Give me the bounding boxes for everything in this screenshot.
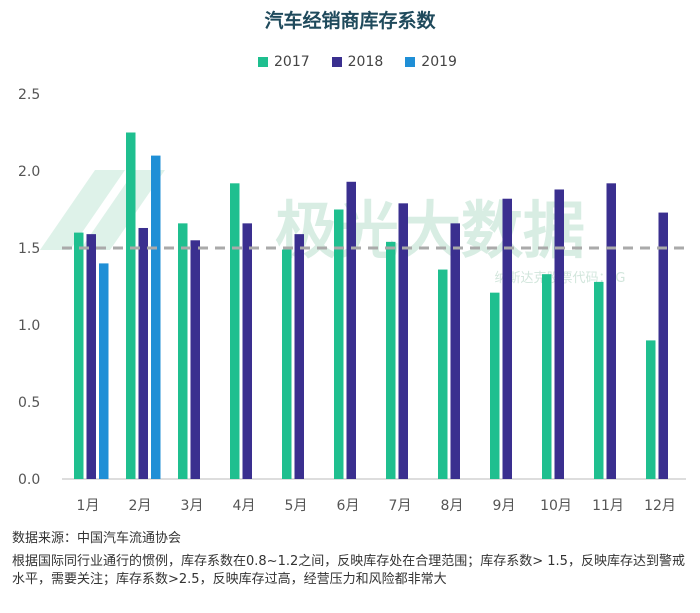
source-note: 数据来源：中国汽车流通协会 bbox=[12, 531, 182, 546]
bar-2018-6 bbox=[346, 181, 356, 479]
bar-2017-11 bbox=[594, 281, 604, 479]
x-tick-label: 1月 bbox=[77, 498, 100, 514]
x-tick-label: 11月 bbox=[592, 498, 624, 514]
bar-2017-9 bbox=[490, 292, 500, 479]
bar-2017-7 bbox=[386, 241, 396, 479]
bar-2019-2 bbox=[151, 155, 161, 479]
x-tick-label: 7月 bbox=[389, 498, 412, 514]
bar-2018-7 bbox=[398, 203, 408, 479]
y-tick-label: 2.5 bbox=[18, 87, 40, 103]
y-tick-label: 1.0 bbox=[18, 318, 40, 334]
bar-2018-8 bbox=[450, 223, 460, 479]
legend-swatch-2019 bbox=[405, 57, 416, 67]
x-tick-label: 9月 bbox=[493, 498, 516, 514]
y-tick-label: 1.5 bbox=[18, 241, 40, 257]
bar-2017-2 bbox=[126, 132, 136, 479]
x-tick-label: 5月 bbox=[285, 498, 308, 514]
x-tick-label: 6月 bbox=[337, 498, 360, 514]
bar-2018-1 bbox=[86, 234, 96, 479]
bar-2017-10 bbox=[542, 274, 552, 479]
legend-swatch-2018 bbox=[331, 57, 342, 67]
chart-legend: 2017 2018 2019 bbox=[258, 54, 457, 70]
bar-2018-11 bbox=[606, 183, 616, 479]
x-tick-label: 3月 bbox=[181, 498, 204, 514]
bar-2017-8 bbox=[438, 269, 448, 479]
legend-label-2017: 2017 bbox=[274, 54, 310, 70]
legend-label-2019: 2019 bbox=[421, 54, 457, 70]
bar-2018-3 bbox=[190, 240, 200, 479]
bar-2017-5 bbox=[282, 249, 292, 479]
legend-swatch-2017 bbox=[258, 57, 268, 67]
bar-2018-4 bbox=[242, 223, 252, 479]
bar-2018-12 bbox=[658, 212, 668, 479]
x-tick-label: 12月 bbox=[644, 498, 676, 514]
bar-2018-5 bbox=[294, 234, 304, 479]
legend-label-2018: 2018 bbox=[347, 54, 384, 70]
bar-2019-1 bbox=[99, 263, 109, 479]
legend-item-2018: 2018 bbox=[331, 54, 384, 70]
bar-2017-4 bbox=[230, 183, 240, 479]
chart-title: 汽车经销商库存系数 bbox=[264, 10, 436, 32]
y-tick-label: 0.0 bbox=[18, 472, 40, 488]
y-tick-label: 2.0 bbox=[18, 164, 40, 180]
x-tick-label: 10月 bbox=[540, 498, 572, 514]
x-tick-label: 4月 bbox=[233, 498, 256, 514]
bar-2017-3 bbox=[178, 223, 188, 479]
bar-2017-6 bbox=[334, 209, 344, 479]
bar-2018-2 bbox=[138, 227, 148, 479]
x-tick-label: 2月 bbox=[129, 498, 152, 514]
bar-2018-10 bbox=[554, 189, 564, 480]
description-note: 根据国际同行业通行的惯例，库存系数在0.8~1.2之间，反映库存处在合理范围；库… bbox=[12, 554, 685, 587]
y-tick-label: 0.5 bbox=[18, 395, 40, 411]
bar-2018-9 bbox=[502, 198, 512, 479]
watermark-text: 极光大数据 bbox=[275, 194, 585, 267]
legend-item-2017: 2017 bbox=[258, 54, 310, 70]
bar-2017-12 bbox=[646, 340, 656, 479]
x-tick-label: 8月 bbox=[441, 498, 464, 514]
bar-2017-1 bbox=[74, 232, 84, 479]
legend-item-2019: 2019 bbox=[405, 54, 457, 70]
